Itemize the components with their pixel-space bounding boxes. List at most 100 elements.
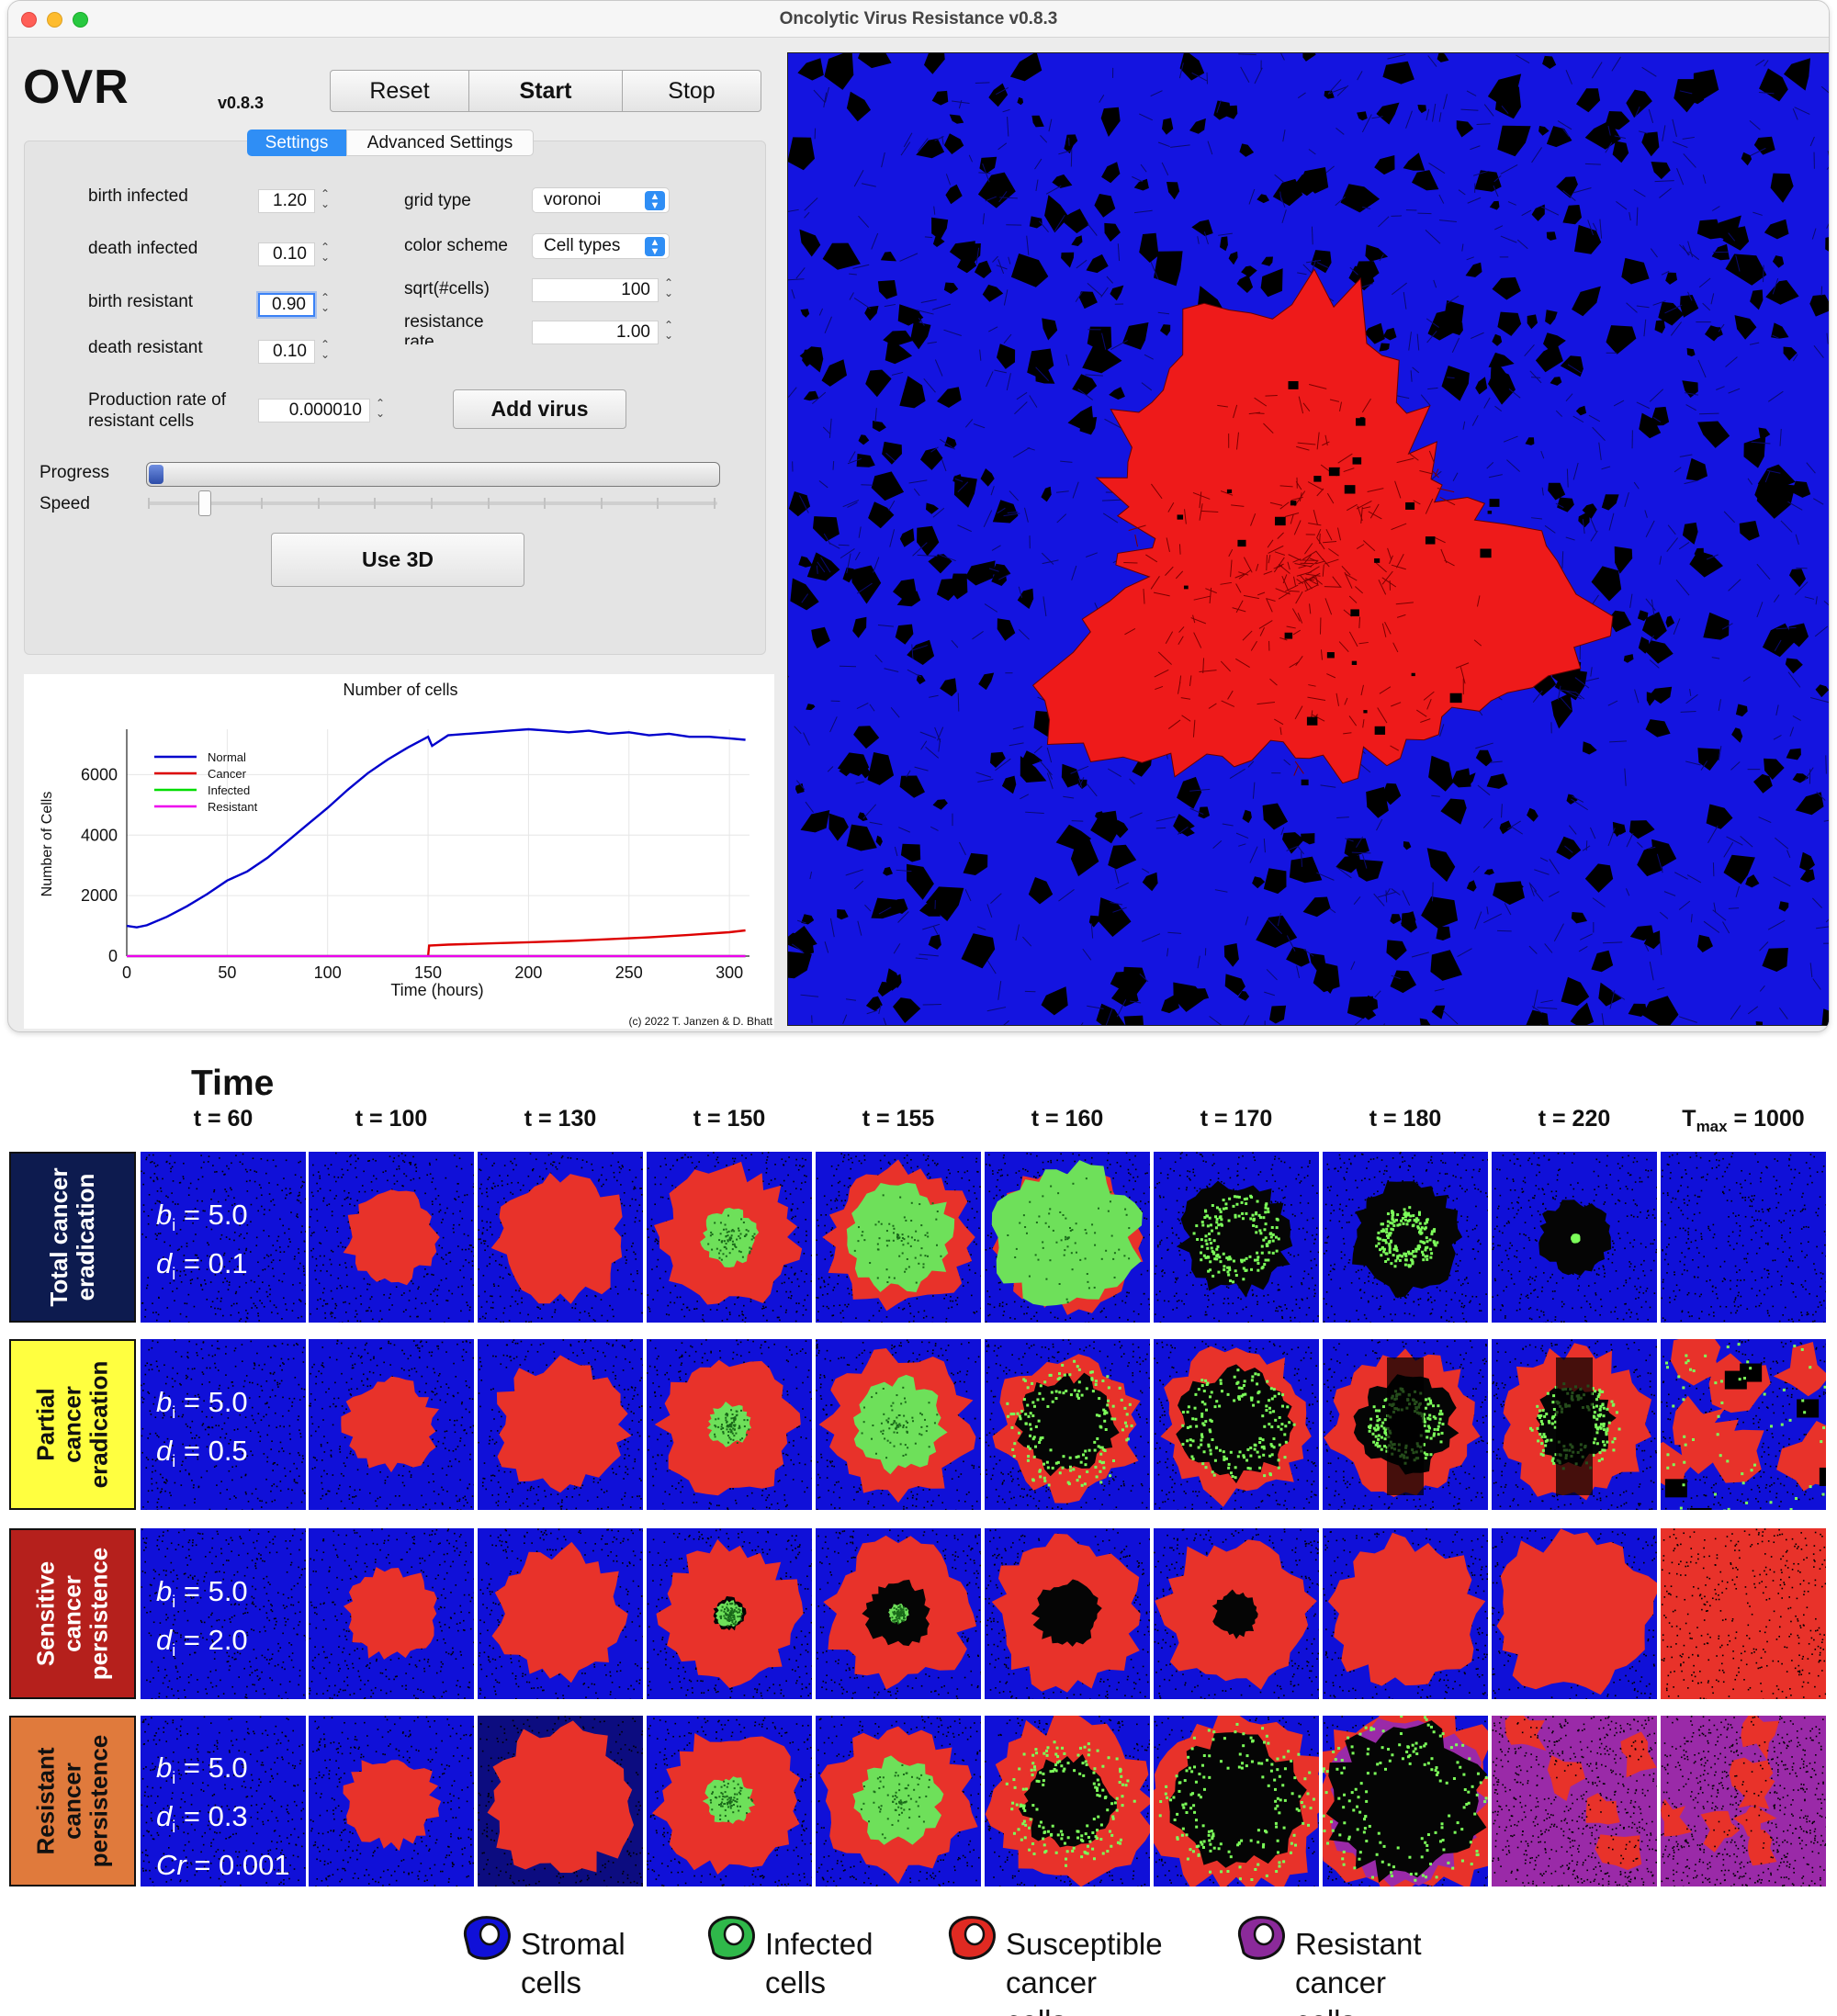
- sqrt-cells-label: sqrt(#cells): [404, 279, 490, 299]
- speed-slider-tick: [544, 498, 547, 509]
- time-column-header: t = 170: [1154, 1106, 1319, 1132]
- row-label-line: eradication: [72, 1154, 99, 1321]
- speed-slider-thumb[interactable]: [197, 490, 211, 516]
- row-label-line: Sensitive: [32, 1530, 60, 1697]
- death-resistant-stepper[interactable]: ⌃ ⌄: [319, 339, 332, 364]
- row-label-outcome: Resistant cancer persistence: [9, 1716, 136, 1886]
- progress-label: Progress: [39, 463, 109, 483]
- row-label-outcome: Partial cancer eradication: [9, 1339, 136, 1510]
- death-resistant-field[interactable]: 0.10: [258, 340, 315, 364]
- speed-slider-track[interactable]: [148, 501, 717, 505]
- row-label-line: persistence: [85, 1718, 113, 1885]
- time-column-header: t = 60: [141, 1106, 306, 1132]
- birth-infected-field[interactable]: 1.20: [258, 189, 315, 213]
- simulation-snapshot: [1323, 1339, 1488, 1510]
- simulation-snapshot: [1492, 1716, 1657, 1886]
- time-column-header: t = 180: [1323, 1106, 1488, 1132]
- sqrt-cells-field[interactable]: 100: [532, 278, 659, 302]
- speed-slider-tick: [148, 498, 150, 509]
- birth-resistant-stepper[interactable]: ⌃ ⌄: [319, 292, 332, 317]
- simulation-snapshot: [985, 1716, 1150, 1886]
- speed-slider-tick: [431, 498, 433, 509]
- minimize-window-button[interactable]: [47, 12, 62, 28]
- legend-item: Infected cells: [701, 1910, 873, 2002]
- death-infected-label: death infected: [88, 239, 197, 259]
- legend-label: Infected: [765, 1925, 873, 1964]
- row-label-line: cancer: [59, 1718, 86, 1885]
- chart-series-normal: [126, 727, 746, 929]
- stop-button[interactable]: Stop: [622, 70, 761, 112]
- sqrt-cells-stepper[interactable]: ⌃ ⌄: [662, 277, 675, 302]
- simulation-snapshot: [1154, 1528, 1319, 1699]
- simulation-snapshot: [141, 1152, 306, 1323]
- chart-legend-label: Normal: [208, 750, 246, 764]
- row-label-line: eradication: [85, 1341, 113, 1508]
- birth-resistant-field[interactable]: 0.90: [258, 293, 315, 317]
- birth-infected-param: bi = 5.0: [156, 1749, 290, 1797]
- cell-icon: [463, 1916, 511, 1960]
- parameter-annotation: bi = 5.0 di = 0.5: [156, 1383, 248, 1481]
- chart-x-tick-label: 300: [716, 963, 743, 982]
- start-button[interactable]: Start: [468, 70, 623, 112]
- time-column-header-tmax: Tmax = 1000: [1661, 1106, 1826, 1136]
- reset-button[interactable]: Reset: [330, 70, 469, 112]
- tab-settings[interactable]: Settings: [247, 130, 346, 156]
- chart-x-tick-label: 0: [122, 963, 131, 982]
- birth-infected-stepper[interactable]: ⌃ ⌄: [319, 188, 332, 213]
- simulation-snapshot: [478, 1528, 643, 1699]
- resistance-rate-param: Cr = 0.001: [156, 1846, 290, 1885]
- birth-infected-param: bi = 5.0: [156, 1572, 248, 1621]
- simulation-snapshot: [1154, 1152, 1319, 1323]
- death-infected-field[interactable]: 0.10: [258, 242, 315, 266]
- title-bar: Oncolytic Virus Resistance v0.8.3: [8, 1, 1829, 38]
- simulation-snapshot: [1154, 1716, 1319, 1886]
- legend-label: Resistant: [1295, 1925, 1422, 1964]
- resistance-rate-field[interactable]: 1.00: [532, 321, 659, 344]
- simulation-snapshot: [478, 1716, 643, 1886]
- parameter-annotation: bi = 5.0 di = 0.1: [156, 1196, 248, 1293]
- production-rate-stepper[interactable]: ⌃ ⌄: [374, 398, 387, 422]
- production-rate-label: Production rate of: [88, 390, 226, 411]
- grid-type-value: voronoi: [544, 190, 601, 210]
- row-label-line: cancer: [59, 1341, 86, 1508]
- chart-legend-label: Infected: [208, 783, 250, 797]
- zoom-window-button[interactable]: [73, 12, 88, 28]
- chart-y-tick-label: 0: [108, 947, 118, 965]
- simulation-snapshot: [647, 1716, 812, 1886]
- cell-icon: [1237, 1916, 1285, 1960]
- color-scheme-value: Cell types: [544, 236, 620, 256]
- simulation-snapshot: [816, 1339, 981, 1510]
- color-scheme-select[interactable]: Cell types ▲ ▼: [532, 233, 670, 259]
- resistance-rate-label-2: rate: [404, 332, 434, 344]
- production-rate-field[interactable]: 0.000010: [258, 399, 370, 422]
- use-3d-button[interactable]: Use 3D: [271, 533, 524, 587]
- simulation-snapshot: [1492, 1528, 1657, 1699]
- chart-y-label: Number of Cells: [39, 792, 55, 897]
- row-label-line: Resistant: [32, 1718, 60, 1885]
- cell-icon: [948, 1916, 996, 1960]
- legend-item: Stromal cells: [456, 1910, 625, 2002]
- simulation-snapshot: [1323, 1152, 1488, 1323]
- simulation-view[interactable]: [787, 52, 1829, 1026]
- tmax-label: T: [1682, 1106, 1696, 1132]
- cell-icon: [707, 1916, 755, 1960]
- death-infected-param: di = 2.0: [156, 1621, 248, 1670]
- chart-title: Number of cells: [343, 681, 457, 699]
- death-infected-stepper[interactable]: ⌃ ⌄: [319, 242, 332, 266]
- simulation-snapshot: [1661, 1339, 1826, 1510]
- tmax-value: = 1000: [1728, 1106, 1805, 1132]
- legend-label: cells: [765, 1964, 873, 2002]
- add-virus-button[interactable]: Add virus: [453, 389, 626, 429]
- speed-slider-tick: [657, 498, 659, 509]
- progress-bar-fill: [149, 465, 163, 484]
- resistance-rate-stepper[interactable]: ⌃ ⌄: [662, 320, 675, 344]
- progress-bar: [146, 462, 720, 487]
- speed-slider-tick: [317, 498, 320, 509]
- chart-x-label: Time (hours): [390, 981, 483, 999]
- grid-type-select[interactable]: voronoi ▲ ▼: [532, 187, 670, 213]
- tab-advanced-settings[interactable]: Advanced Settings: [346, 130, 534, 156]
- close-window-button[interactable]: [21, 12, 37, 28]
- chart-svg: 0 50 100 150 200 250 300 0 2000 4000 6000 Number of…: [39, 681, 773, 1028]
- chart-x-tick-label: 200: [514, 963, 542, 982]
